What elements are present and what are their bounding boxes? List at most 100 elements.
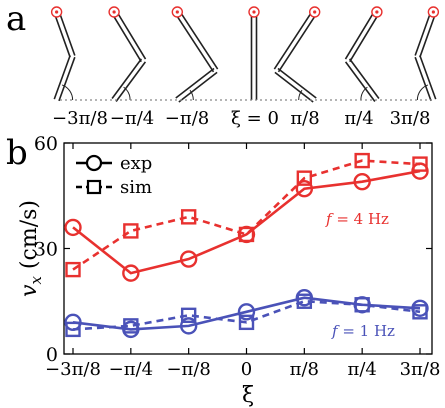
mechanism-3 <box>248 6 260 100</box>
lower-link-edge-1 <box>348 58 380 99</box>
upper-link-edge-2 <box>414 10 432 56</box>
lower-link-edge-2 <box>111 58 143 99</box>
lower-link-edge-2 <box>414 56 432 102</box>
lower-link-edge-2 <box>53 55 71 100</box>
data-point <box>354 297 370 313</box>
angle-arc <box>416 84 429 101</box>
legend-marker <box>85 154 103 172</box>
data-point <box>65 261 81 278</box>
series-line <box>72 159 421 271</box>
x-axis-label: ξ <box>242 383 254 408</box>
y-label-unit: (cm/s) <box>17 200 42 276</box>
x-tick-label: −3π/8 <box>45 359 101 380</box>
data-point <box>412 304 428 320</box>
annotation-rest: = 4 Hz <box>332 210 389 228</box>
data-point <box>238 314 255 331</box>
data-point <box>354 152 370 169</box>
xi-label-1: −π/4 <box>110 108 154 129</box>
y-label-subscript: x <box>27 276 45 285</box>
xi-label-4: π/8 <box>290 108 319 129</box>
lower-link-edge-1 <box>419 55 437 100</box>
upper-link-edge-1 <box>277 12 318 73</box>
top-marker-dot <box>112 10 116 14</box>
data-point <box>295 180 314 198</box>
y-tick-label: 30 <box>34 239 58 261</box>
data-point <box>180 209 197 225</box>
data-point <box>296 293 313 309</box>
data-point <box>123 318 139 334</box>
upper-link-edge-2 <box>273 10 314 70</box>
data-point <box>64 218 82 237</box>
top-marker-dot <box>252 10 256 14</box>
series-line <box>72 299 421 331</box>
lower-link-edge-2 <box>274 71 314 103</box>
data-point <box>179 250 198 268</box>
data-point <box>65 321 81 338</box>
annotation-0: f = 4 Hz <box>325 210 389 228</box>
x-axis-ticks: −3π/8 −π/4 −π/8 0 π/8 π/4 3π/8 <box>45 143 440 380</box>
angle-arc <box>189 89 194 101</box>
angle-arc <box>298 89 303 101</box>
xi-label-0: −3π/8 <box>52 108 108 129</box>
mechanism-2 <box>171 6 219 103</box>
lower-link-edge-1 <box>115 61 147 102</box>
panel-b-label: b <box>6 133 28 173</box>
xi-label-6: 3π/8 <box>390 108 431 129</box>
x-tick-label: π/8 <box>290 359 319 380</box>
x-tick-label: π/4 <box>347 359 376 380</box>
upper-link-edge-1 <box>178 10 219 70</box>
legend: exp sim <box>76 153 152 198</box>
annotation-rest: = 1 Hz <box>338 322 395 340</box>
series-1Hz-sim <box>65 293 428 338</box>
upper-link-edge-1 <box>115 10 147 60</box>
angle-arc <box>61 84 74 101</box>
data-point <box>179 317 198 335</box>
series-line <box>72 169 421 275</box>
lower-link-edge-2 <box>175 67 215 99</box>
xi-label-row: −3π/8 −π/4 −π/8 ξ = 0 π/8 π/4 3π/8 <box>52 108 430 129</box>
mechanism-6 <box>414 6 440 102</box>
y-label-symbol: v <box>17 284 42 297</box>
series-4Hz-exp <box>64 162 429 282</box>
x-tick-label: 0 <box>241 359 252 380</box>
top-marker-dot <box>375 10 379 14</box>
xi-label-3: ξ = 0 <box>231 108 279 129</box>
x-tick-label: 3π/8 <box>400 359 441 380</box>
legend-label: exp <box>120 153 152 174</box>
upper-link-edge-2 <box>174 12 215 73</box>
top-marker-dot <box>175 10 179 14</box>
series-group <box>64 152 429 339</box>
mechanism-4 <box>273 6 321 103</box>
data-point <box>353 172 371 191</box>
data-point <box>238 226 255 243</box>
top-marker-dot <box>55 10 59 14</box>
data-point <box>237 303 256 321</box>
mechanism-row <box>50 6 440 103</box>
upper-link-edge-1 <box>419 12 437 58</box>
panel-a-label: a <box>6 0 26 39</box>
annotation-italic: f <box>331 322 340 340</box>
legend-marker <box>86 179 102 195</box>
x-tick-label: −π/8 <box>166 359 210 380</box>
xi-label-2: −π/8 <box>165 108 209 129</box>
y-tick-label: 0 <box>46 344 58 366</box>
data-point <box>412 156 428 172</box>
xi-label-5: π/4 <box>344 108 373 129</box>
y-axis-ticks: 0 30 60 <box>34 133 432 366</box>
upper-link-edge-2 <box>111 12 142 63</box>
lower-link-edge-1 <box>277 67 317 99</box>
upper-link-edge-2 <box>344 10 376 60</box>
data-point <box>123 223 139 239</box>
data-point <box>122 264 140 282</box>
annotation-italic: f <box>325 210 334 228</box>
upper-link-edge-1 <box>349 12 380 63</box>
top-marker-dot <box>431 10 435 14</box>
legend-label: sim <box>120 177 152 198</box>
annotation-1: f = 1 Hz <box>331 322 395 340</box>
chart: 0 30 60 −3π/8 −π/4 −π/8 0 π/8 π/4 3π/8 exp sim f … <box>17 133 440 408</box>
y-axis-label: vx (cm/s) <box>17 200 45 297</box>
mechanism-5 <box>344 6 383 102</box>
annotations: f = 4 Hzf = 1 Hz <box>325 210 395 340</box>
upper-link-edge-1 <box>58 10 76 56</box>
